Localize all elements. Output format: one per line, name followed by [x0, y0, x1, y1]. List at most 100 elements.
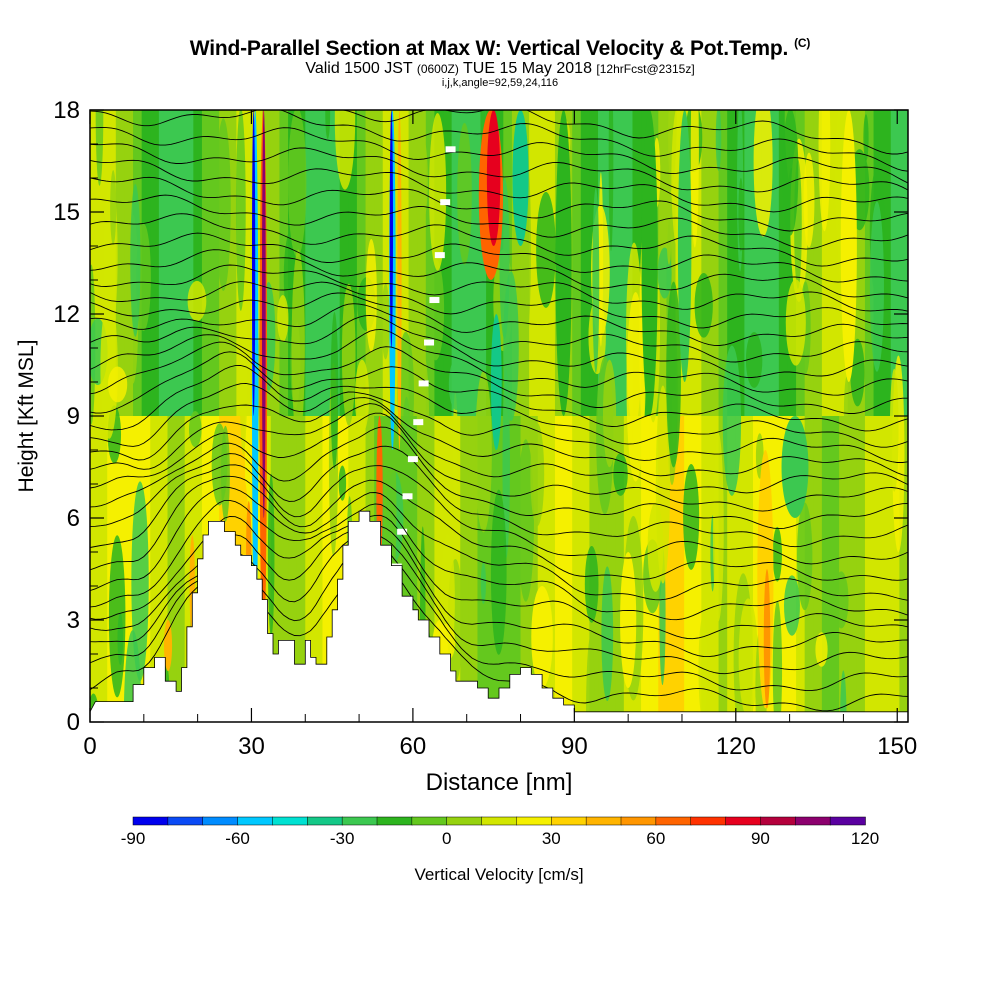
- velocity-cell: [701, 110, 711, 416]
- velocity-patch: [448, 358, 464, 411]
- theta-contour: [311, 110, 908, 155]
- velocity-patch: [452, 392, 458, 523]
- velocity-patch: [325, 110, 331, 139]
- velocity-cell: [90, 416, 100, 722]
- x-tick-label: 60: [400, 733, 427, 760]
- colorbar-swatch: [760, 816, 797, 826]
- velocity-cell: [150, 110, 160, 416]
- velocity-patch: [592, 187, 600, 373]
- velocity-patch: [100, 298, 118, 439]
- x-tick-label: 30: [238, 733, 265, 760]
- velocity-cell: [460, 416, 470, 722]
- y-tick-label: 9: [67, 403, 80, 430]
- velocity-cell: [511, 416, 522, 722]
- theta-contour: [90, 464, 908, 565]
- velocity-column: [512, 110, 529, 246]
- theta-contour: [90, 314, 908, 378]
- velocity-cell: [529, 110, 539, 416]
- theta-contour: [90, 281, 908, 329]
- velocity-patch: [613, 452, 628, 496]
- velocity-patch: [110, 170, 117, 245]
- velocity-cell: [288, 416, 298, 722]
- velocity-cell: [296, 416, 306, 722]
- velocity-patch: [833, 571, 849, 629]
- velocity-cell: [399, 416, 410, 722]
- velocity-cell: [158, 110, 169, 416]
- velocity-patch: [869, 201, 884, 372]
- velocity-cell: [563, 416, 573, 722]
- velocity-cell: [322, 416, 332, 722]
- velocity-patch: [239, 268, 248, 455]
- velocity-cell: [692, 110, 702, 416]
- velocity-cell: [468, 416, 479, 722]
- contour-label-box: [397, 528, 408, 535]
- velocity-cell: [150, 416, 160, 722]
- velocity-cell: [821, 416, 832, 722]
- theta-contour: [90, 403, 908, 494]
- y-tick-label: 3: [67, 607, 80, 634]
- velocity-cell: [813, 110, 823, 416]
- velocity-cell: [864, 110, 875, 416]
- velocity-cell: [443, 110, 453, 416]
- x-tick-label: 120: [716, 733, 756, 760]
- velocity-patch: [517, 439, 534, 602]
- velocity-cell: [727, 110, 737, 416]
- velocity-cell: [666, 110, 677, 416]
- colorbar-swatch: [551, 816, 587, 826]
- velocity-patch: [690, 110, 699, 248]
- velocity-patch: [889, 368, 899, 492]
- velocity-cell: [262, 416, 272, 722]
- theta-contour: [90, 412, 908, 512]
- velocity-cell: [305, 110, 315, 416]
- theta-contour: [90, 110, 908, 172]
- velocity-patch: [187, 280, 207, 322]
- x-tick-label: 150: [877, 733, 917, 760]
- velocity-patch: [215, 118, 231, 292]
- velocity-cell: [451, 110, 461, 416]
- velocity-cell: [666, 416, 677, 722]
- velocity-cell: [675, 416, 685, 722]
- velocity-cell: [408, 110, 418, 416]
- theta-contour: [90, 264, 908, 312]
- velocity-cell: [115, 110, 125, 416]
- colorbar-swatch: [795, 816, 831, 826]
- velocity-cell: [331, 416, 341, 722]
- velocity-cell: [580, 416, 590, 722]
- velocity-cell: [356, 110, 367, 416]
- theta-contour: [90, 143, 908, 193]
- velocity-patch: [598, 172, 604, 347]
- axes: 0 30 60 90 120 150 0 3 6 9 12 15 18: [53, 97, 917, 760]
- velocity-column: [620, 552, 637, 688]
- x-tick-label: 90: [561, 733, 588, 760]
- colorbar-tick-label: -60: [225, 829, 250, 848]
- velocity-cell: [787, 416, 797, 722]
- velocity-cell: [348, 110, 358, 416]
- colorbar: -90 -60 -30 0 30 60 90 120: [121, 816, 879, 848]
- section-params: i,j,k,angle=92,59,24,116: [441, 77, 559, 89]
- theta-contour: [90, 292, 908, 346]
- velocity-patch: [712, 433, 724, 622]
- velocity-cell: [227, 110, 237, 416]
- theta-contour: [90, 351, 908, 432]
- velocity-cell: [727, 416, 737, 722]
- contour-label-box: [445, 146, 456, 153]
- colorbar-swatch: [446, 816, 483, 826]
- velocity-patch: [130, 184, 141, 337]
- velocity-cell: [692, 416, 702, 722]
- theta-contour: [90, 397, 908, 477]
- valid-prefix: Valid 1500 JST: [305, 60, 413, 77]
- velocity-cell: [847, 416, 857, 722]
- colorbar-tick-label: -90: [121, 829, 146, 848]
- y-tick-label: 6: [67, 505, 80, 532]
- theta-contour: [90, 341, 908, 414]
- velocity-cell: [210, 110, 220, 416]
- colorbar-swatch: [481, 816, 518, 826]
- velocity-patch: [803, 152, 815, 248]
- theta-contour: [90, 303, 908, 363]
- colorbar-swatch: [307, 816, 343, 826]
- velocity-cell: [735, 416, 745, 722]
- forecast-info: [12hrFcst@2315z]: [596, 62, 695, 76]
- velocity-patch: [585, 636, 596, 722]
- velocity-patch: [277, 294, 289, 342]
- velocity-patch: [738, 598, 758, 718]
